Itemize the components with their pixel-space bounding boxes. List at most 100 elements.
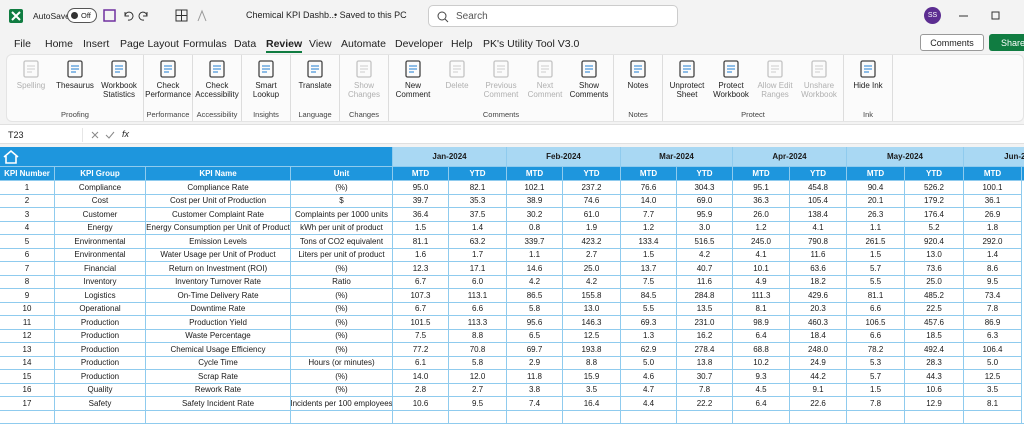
- fx-label: fx: [122, 129, 130, 139]
- value-cell: 460.3: [790, 316, 847, 330]
- value-cell: 292.0: [964, 235, 1022, 249]
- button-icon: [630, 60, 646, 78]
- ribbon-button[interactable]: Show Comments: [567, 57, 611, 107]
- autosave-toggle[interactable]: Off: [67, 8, 97, 23]
- ribbon-button[interactable]: New Comment: [391, 57, 435, 107]
- button-label: Unshare Workbook: [801, 81, 837, 99]
- value-cell: 7.8: [847, 397, 905, 411]
- value-cell: 179.2: [905, 194, 964, 208]
- value-cell: 1.1: [507, 248, 563, 262]
- text-cell: (%): [291, 329, 393, 343]
- user-avatar[interactable]: SS: [924, 7, 941, 24]
- button-icon: [307, 60, 323, 78]
- share-button[interactable]: Share: [989, 34, 1024, 51]
- ribbon-button[interactable]: Workbook Statistics: [97, 57, 141, 107]
- home-icon[interactable]: [2, 149, 20, 165]
- menu-tab[interactable]: Home: [45, 38, 74, 50]
- ribbon-button[interactable]: Next Comment: [523, 57, 567, 107]
- ribbon-button[interactable]: Hide Ink: [846, 57, 890, 107]
- ribbon-button[interactable]: Check Accessibility: [195, 57, 239, 107]
- search-box[interactable]: Search: [428, 5, 678, 27]
- value-cell: 30.2: [507, 208, 563, 222]
- value-cell: 5.7: [847, 262, 905, 276]
- ribbon-button[interactable]: Notes: [616, 57, 660, 107]
- value-cell: 1.5: [847, 383, 905, 397]
- value-cell: 13.8: [677, 356, 733, 370]
- value-cell: 4.5: [733, 383, 790, 397]
- ribbon-button[interactable]: Protect Workbook: [709, 57, 753, 107]
- menu-tab[interactable]: Automate: [341, 38, 386, 50]
- value-cell: 4.6: [621, 370, 677, 384]
- month-header: May-2024: [847, 147, 964, 167]
- empty-cell: [449, 410, 507, 424]
- button-icon: [23, 60, 39, 78]
- empty-cell: [964, 410, 1022, 424]
- value-cell: 5.5: [621, 302, 677, 316]
- value-cell: 920.4: [905, 235, 964, 249]
- sub-header: YTD: [449, 167, 507, 181]
- value-cell: 176.4: [905, 208, 964, 222]
- text-cell: Environmental: [55, 235, 146, 249]
- ribbon-button[interactable]: Previous Comment: [479, 57, 523, 107]
- menu-tab[interactable]: Insert: [83, 38, 110, 50]
- value-cell: 74.6: [563, 194, 621, 208]
- ribbon-button[interactable]: Delete: [435, 57, 479, 107]
- ribbon: Spelling Thesaurus Workbook Statistics Proo…: [6, 54, 1024, 122]
- value-cell: 37.5: [449, 208, 507, 222]
- text-cell: Customer Complaint Rate: [146, 208, 291, 222]
- button-icon: [449, 60, 465, 78]
- empty-cell: [733, 410, 790, 424]
- value-cell: 1.3: [621, 329, 677, 343]
- ribbon-button[interactable]: Translate: [293, 57, 337, 107]
- value-cell: 245.0: [733, 235, 790, 249]
- ribbon-button[interactable]: Thesaurus: [53, 57, 97, 107]
- name-box[interactable]: T23: [8, 130, 24, 140]
- text-cell: Production: [55, 356, 146, 370]
- value-cell: 13.7: [621, 262, 677, 276]
- file-name: Chemical KPI Dashb...: [246, 10, 337, 20]
- menu-tab[interactable]: Developer: [395, 38, 443, 50]
- button-icon: [811, 60, 827, 78]
- menu-tab[interactable]: View: [309, 38, 332, 50]
- value-cell: 12.0: [449, 370, 507, 384]
- value-cell: 15.9: [563, 370, 621, 384]
- ribbon-button[interactable]: Smart Lookup: [244, 57, 288, 107]
- text-cell: Emission Levels: [146, 235, 291, 249]
- ribbon-button[interactable]: Allow Edit Ranges: [753, 57, 797, 107]
- empty-cell: [677, 410, 733, 424]
- text-cell: 9: [0, 289, 55, 303]
- menu-tab[interactable]: Data: [234, 38, 257, 50]
- text-cell: 5: [0, 235, 55, 249]
- value-cell: 63.6: [790, 262, 847, 276]
- ribbon-button[interactable]: Unprotect Sheet: [665, 57, 709, 107]
- menu-tab[interactable]: Page Layout: [120, 38, 179, 50]
- menu-tab[interactable]: Formulas: [183, 38, 227, 50]
- value-cell: 12.9: [905, 397, 964, 411]
- ribbon-button[interactable]: Show Changes: [342, 57, 386, 107]
- menu-tab[interactable]: Help: [451, 38, 473, 50]
- empty-cell: [146, 410, 291, 424]
- button-icon: [160, 60, 176, 78]
- value-cell: 28.3: [905, 356, 964, 370]
- button-icon: [356, 60, 372, 78]
- autosave-label: AutoSave: [33, 11, 70, 21]
- value-cell: 18.4: [790, 329, 847, 343]
- menu-tab[interactable]: PK's Utility Tool V3.0: [483, 38, 580, 50]
- value-cell: 3.5: [964, 383, 1022, 397]
- text-cell: 8: [0, 275, 55, 289]
- comments-button[interactable]: Comments: [920, 34, 984, 51]
- value-cell: 69.3: [621, 316, 677, 330]
- text-cell: On-Time Delivery Rate: [146, 289, 291, 303]
- text-cell: 6: [0, 248, 55, 262]
- text-cell: Production: [55, 329, 146, 343]
- menu-tab[interactable]: Review: [266, 38, 303, 53]
- ribbon-button[interactable]: Spelling: [9, 57, 53, 107]
- text-cell: kWh per unit of product: [291, 221, 393, 235]
- menu-tab[interactable]: File: [14, 38, 31, 50]
- value-cell: 5.5: [847, 275, 905, 289]
- ribbon-button[interactable]: Unshare Workbook: [797, 57, 841, 107]
- spreadsheet: Jan-2024 Feb-2024 Mar-2024 Apr-2024 May-2024…: [0, 147, 1024, 428]
- sub-header: MTD: [507, 167, 563, 181]
- ribbon-button[interactable]: Check Performance: [145, 57, 191, 107]
- value-cell: 1.4: [964, 248, 1022, 262]
